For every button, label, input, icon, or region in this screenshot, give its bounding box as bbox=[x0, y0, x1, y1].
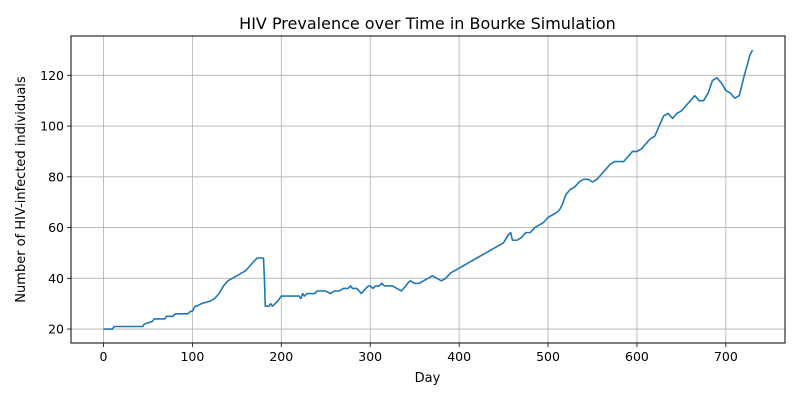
x-tick-label: 200 bbox=[269, 349, 293, 364]
x-tick-label: 300 bbox=[358, 349, 382, 364]
x-axis: 0 100 200 300 400 500 600 700 bbox=[99, 343, 738, 364]
grid bbox=[71, 36, 785, 343]
y-tick-label: 20 bbox=[48, 322, 64, 337]
series-layer bbox=[103, 49, 754, 330]
y-tick-label: 100 bbox=[40, 119, 64, 134]
y-tick-label: 40 bbox=[48, 271, 64, 286]
y-tick-label: 60 bbox=[48, 220, 64, 235]
series-line bbox=[103, 49, 754, 330]
x-tick-label: 0 bbox=[99, 349, 107, 364]
plot-frame bbox=[70, 35, 786, 344]
x-tick-label: 600 bbox=[625, 349, 649, 364]
y-axis-label: Number of HIV-infected individuals bbox=[14, 76, 29, 303]
x-tick-label: 700 bbox=[714, 349, 738, 364]
y-axis: 20 40 60 80 100 120 bbox=[40, 68, 71, 337]
x-tick-label: 500 bbox=[536, 349, 560, 364]
x-tick-label: 400 bbox=[447, 349, 471, 364]
y-tick-label: 80 bbox=[48, 169, 64, 184]
x-axis-label: Day bbox=[415, 371, 441, 386]
y-tick-label: 120 bbox=[40, 68, 64, 83]
x-tick-label: 100 bbox=[180, 349, 204, 364]
chart-title: HIV Prevalence over Time in Bourke Simul… bbox=[239, 14, 616, 33]
